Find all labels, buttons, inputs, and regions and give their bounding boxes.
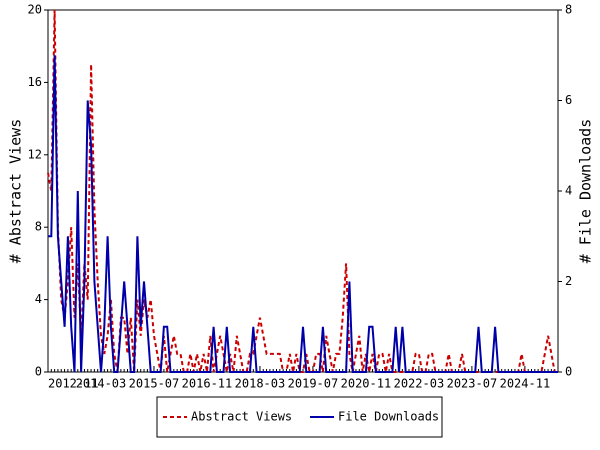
x-tick-label: 2014-03 xyxy=(76,377,127,391)
y2-tick-label: 8 xyxy=(565,3,572,17)
x-tick-label: 2024-11 xyxy=(500,377,551,391)
x-tick-label: 2022-03 xyxy=(394,377,445,391)
x-tick-label: 2012-11 xyxy=(48,377,99,391)
x-tick-label: 2018-03 xyxy=(235,377,286,391)
y2-tick-label: 0 xyxy=(565,365,572,379)
y-tick-label: 16 xyxy=(28,75,42,89)
y-tick-label: 20 xyxy=(28,3,42,17)
legend-label: File Downloads xyxy=(338,410,439,424)
data-line xyxy=(48,55,558,373)
y-tick-label: 0 xyxy=(35,365,42,379)
plot-frame xyxy=(47,9,559,373)
y-tick-label: 8 xyxy=(35,220,42,234)
y-axis-label: # Abstract Views xyxy=(7,119,25,264)
x-tick-label: 2019-07 xyxy=(288,377,339,391)
x-tick-label: 2015-07 xyxy=(129,377,180,391)
y-tick-label: 4 xyxy=(35,292,42,306)
x-tick-label: 2023-07 xyxy=(447,377,498,391)
legend-box xyxy=(156,396,443,438)
y2-tick-label: 4 xyxy=(565,184,572,198)
y2-tick-label: 2 xyxy=(565,274,572,288)
data-line xyxy=(47,9,558,373)
y2-tick-label: 6 xyxy=(565,93,572,107)
legend-label: Abstract Views xyxy=(191,410,292,424)
y-tick-label: 12 xyxy=(28,147,42,161)
y2-axis-label: # File Downloads xyxy=(577,119,595,264)
x-tick-label: 2016-11 xyxy=(182,377,233,391)
x-tick-label: 2020-11 xyxy=(341,377,392,391)
